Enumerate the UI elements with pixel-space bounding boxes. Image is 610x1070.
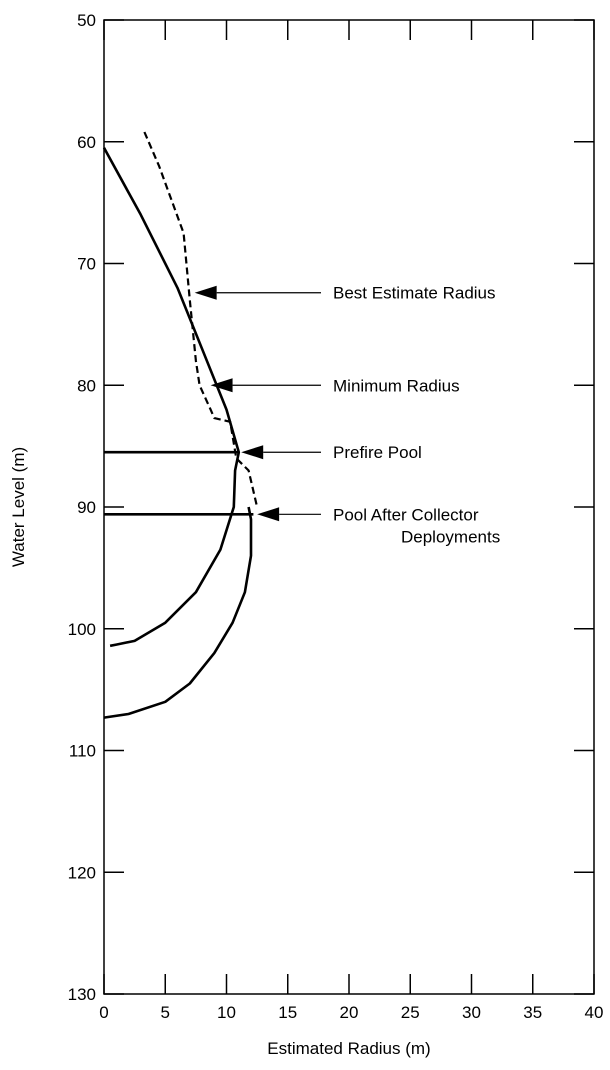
annotation-label: Pool After Collector — [333, 505, 479, 524]
x-tick-label: 15 — [278, 1003, 297, 1022]
x-tick-label: 35 — [523, 1003, 542, 1022]
y-tick-labels: 50 60 70 80 90 100 110 120 130 — [68, 11, 96, 1004]
x-tick-label: 0 — [99, 1003, 108, 1022]
annotation-arrowhead — [194, 285, 217, 300]
x-axis-title: Estimated Radius (m) — [267, 1039, 430, 1058]
x-tick-label: 25 — [401, 1003, 420, 1022]
annotation-arrowhead — [210, 378, 233, 393]
annotation-label: Deployments — [401, 527, 500, 546]
series-line-3 — [103, 506, 253, 719]
ticks — [103, 19, 595, 995]
series-line-1 — [143, 131, 259, 508]
y-tick-label: 60 — [77, 133, 96, 152]
annotation-arrowhead — [241, 445, 264, 460]
y-axis-title: Water Level (m) — [9, 447, 28, 567]
x-tick-label: 30 — [462, 1003, 481, 1022]
annotation-arrowhead — [257, 507, 280, 522]
y-tick-label: 120 — [68, 863, 96, 882]
annotation-label: Prefire Pool — [333, 443, 422, 462]
y-tick-label: 90 — [77, 498, 96, 517]
y-tick-label: 70 — [77, 255, 96, 274]
y-tick-label: 100 — [68, 620, 96, 639]
y-tick-label: 50 — [77, 11, 96, 30]
x-tick-labels: 0 5 10 15 20 25 30 35 40 — [99, 1003, 603, 1022]
series-layer — [102, 131, 259, 719]
x-tick-label: 5 — [161, 1003, 170, 1022]
series-line-2 — [102, 147, 241, 648]
x-tick-label: 40 — [585, 1003, 604, 1022]
x-tick-label: 10 — [217, 1003, 236, 1022]
y-tick-label: 130 — [68, 985, 96, 1004]
annotation-layer: Best Estimate Radius Minimum Radius Prefir… — [194, 284, 500, 546]
x-tick-label: 20 — [340, 1003, 359, 1022]
y-tick-label: 80 — [77, 376, 96, 395]
annotation-label: Best Estimate Radius — [333, 284, 496, 303]
y-tick-label: 110 — [69, 742, 96, 761]
annotation-label: Minimum Radius — [333, 376, 460, 395]
